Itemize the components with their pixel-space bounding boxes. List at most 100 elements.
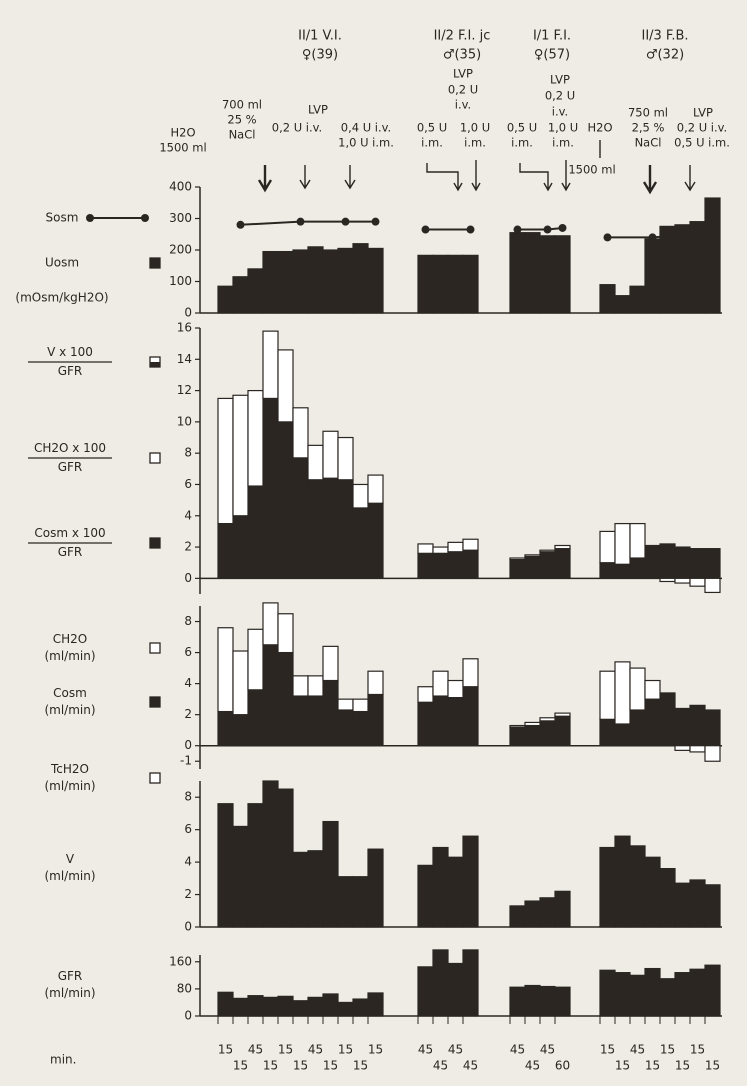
bar bbox=[462, 835, 479, 928]
legend-symbol bbox=[149, 772, 161, 784]
point bbox=[466, 225, 475, 234]
bar bbox=[614, 723, 631, 747]
legend-symbol bbox=[149, 257, 161, 269]
bar bbox=[277, 995, 294, 1017]
bar bbox=[352, 243, 369, 314]
annotation: 1,0 U i.m. bbox=[338, 136, 394, 150]
legend-symbol bbox=[149, 537, 161, 549]
y-tick-label: 100 bbox=[169, 274, 192, 288]
y-tick-label: 14 bbox=[177, 352, 192, 366]
y-tick-label: 2 bbox=[184, 540, 192, 554]
bar bbox=[247, 628, 264, 691]
bar bbox=[322, 645, 339, 682]
bar bbox=[232, 825, 249, 928]
y-tick-label: 8 bbox=[184, 446, 192, 460]
axis-label: GFR bbox=[58, 364, 83, 378]
bar bbox=[417, 254, 434, 314]
bar bbox=[447, 541, 464, 553]
bar bbox=[217, 803, 234, 928]
bar bbox=[432, 846, 449, 928]
bar bbox=[704, 709, 721, 747]
bar bbox=[462, 549, 479, 579]
bar bbox=[307, 246, 324, 314]
axis-label: TcH2O bbox=[50, 762, 89, 776]
bar bbox=[659, 577, 676, 583]
bar bbox=[644, 698, 661, 747]
bar bbox=[629, 974, 646, 1017]
x-tick-label: 45 bbox=[308, 1043, 323, 1057]
bar bbox=[509, 726, 526, 747]
bar bbox=[644, 856, 661, 928]
x-tick-label: 15 bbox=[368, 1043, 383, 1057]
bar bbox=[509, 232, 526, 314]
bar bbox=[629, 845, 646, 928]
x-tick-label: 15 bbox=[615, 1059, 630, 1073]
x-axis-label: min. bbox=[50, 1053, 76, 1067]
point bbox=[421, 225, 430, 234]
bar bbox=[614, 835, 631, 928]
bar bbox=[462, 658, 479, 688]
bar bbox=[417, 966, 434, 1017]
y-tick-label: 6 bbox=[184, 822, 192, 836]
point bbox=[543, 225, 552, 234]
y-tick-label: 0 bbox=[184, 571, 192, 585]
bar bbox=[554, 235, 571, 314]
point bbox=[693, 230, 702, 239]
bar bbox=[352, 507, 369, 579]
group-subtitle: ♀(57) bbox=[534, 48, 570, 63]
bar bbox=[539, 717, 556, 722]
bar bbox=[644, 544, 661, 579]
bar bbox=[367, 670, 384, 696]
bar bbox=[599, 846, 616, 928]
group-title: II/1 V.I. bbox=[298, 29, 342, 44]
x-tick-label: 45 bbox=[510, 1043, 525, 1057]
bar bbox=[554, 715, 571, 747]
bar bbox=[337, 479, 354, 579]
bar bbox=[367, 502, 384, 579]
bar bbox=[232, 394, 249, 517]
bar bbox=[292, 1000, 309, 1017]
bar bbox=[524, 555, 541, 579]
bar bbox=[659, 867, 676, 928]
bar bbox=[367, 247, 384, 314]
annotation: NaCl bbox=[635, 136, 662, 150]
bar bbox=[674, 577, 691, 584]
annotation: H2O bbox=[587, 121, 612, 135]
bar bbox=[554, 712, 571, 717]
x-tick-label: 45 bbox=[540, 1043, 555, 1057]
bar bbox=[689, 745, 706, 753]
bar bbox=[262, 996, 279, 1017]
point bbox=[371, 217, 380, 226]
bar bbox=[322, 820, 339, 928]
bar bbox=[432, 670, 449, 697]
group-subtitle: ♂(35) bbox=[443, 48, 481, 63]
group-title: II/3 F.B. bbox=[641, 29, 688, 44]
bar bbox=[417, 552, 434, 579]
line-segment bbox=[652, 233, 698, 239]
bar bbox=[292, 695, 309, 747]
bar bbox=[629, 709, 646, 747]
axis-label: Sosm bbox=[46, 211, 79, 225]
bar bbox=[322, 249, 339, 314]
bar bbox=[644, 967, 661, 1017]
y-tick-label: 2 bbox=[184, 887, 192, 901]
bar bbox=[674, 972, 691, 1017]
x-tick-label: 45 bbox=[525, 1059, 540, 1073]
bar bbox=[554, 890, 571, 928]
bar bbox=[322, 679, 339, 747]
annotation: i.m. bbox=[511, 136, 533, 150]
bar bbox=[539, 897, 556, 928]
bar bbox=[307, 444, 324, 481]
y-tick-label: 160 bbox=[169, 954, 192, 968]
bar bbox=[337, 247, 354, 314]
axis-label: (ml/min) bbox=[44, 779, 95, 793]
annotation: 0,2 U bbox=[448, 83, 478, 97]
bar bbox=[599, 562, 616, 579]
arrows bbox=[257, 140, 696, 195]
bar bbox=[599, 670, 616, 720]
bar bbox=[599, 530, 616, 564]
point bbox=[603, 233, 612, 242]
bar bbox=[704, 964, 721, 1017]
axis-label: (ml/min) bbox=[44, 986, 95, 1000]
annotation: i.m. bbox=[464, 136, 486, 150]
